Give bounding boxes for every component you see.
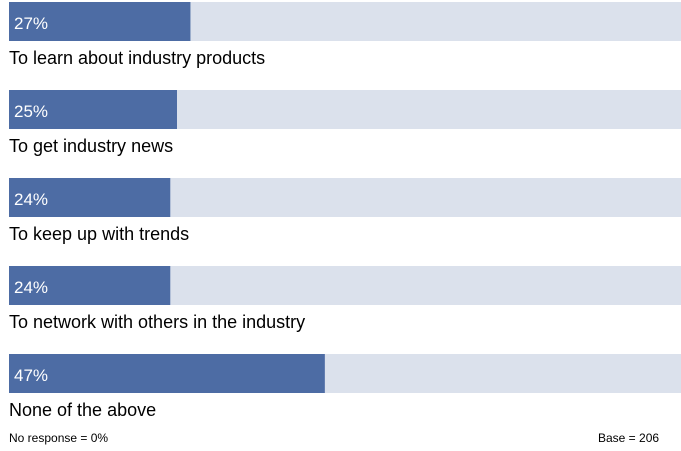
category-label: To learn about industry products — [9, 48, 265, 68]
bar-value-label: 27% — [14, 14, 48, 33]
no-response-note: No response = 0% — [9, 431, 108, 445]
bar — [9, 354, 325, 393]
category-label: To network with others in the industry — [9, 312, 305, 332]
bar-value-label: 47% — [14, 366, 48, 385]
base-note: Base = 206 — [598, 431, 659, 445]
bar-value-label: 25% — [14, 102, 48, 121]
bar-value-label: 24% — [14, 190, 48, 209]
category-label: To get industry news — [9, 136, 173, 156]
category-label: None of the above — [9, 400, 156, 420]
category-label: To keep up with trends — [9, 224, 189, 244]
bar-value-label: 24% — [14, 278, 48, 297]
